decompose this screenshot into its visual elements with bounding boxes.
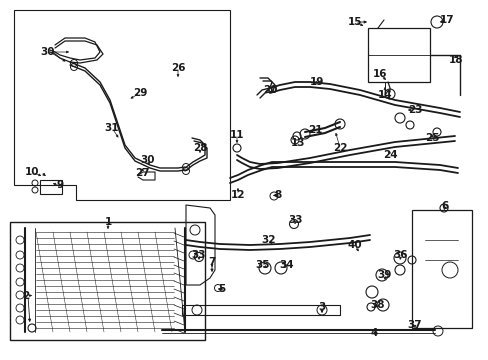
Bar: [40, 180, 62, 194]
Text: 21: 21: [307, 125, 322, 135]
Text: 17: 17: [439, 15, 453, 25]
Text: 39: 39: [377, 270, 391, 280]
Text: 31: 31: [104, 123, 119, 133]
Text: 24: 24: [382, 150, 397, 160]
Text: 28: 28: [192, 143, 207, 153]
Text: 5: 5: [218, 284, 225, 294]
Text: 1: 1: [104, 217, 111, 227]
Text: 26: 26: [170, 63, 185, 73]
Text: 34: 34: [279, 260, 294, 270]
Text: 3: 3: [318, 302, 325, 312]
Text: 25: 25: [424, 133, 438, 143]
Text: 33: 33: [191, 250, 206, 260]
Text: 13: 13: [290, 138, 305, 148]
Text: 35: 35: [255, 260, 270, 270]
Text: 30: 30: [41, 47, 55, 57]
Text: 15: 15: [347, 17, 362, 27]
Text: 20: 20: [262, 85, 277, 95]
Text: 4: 4: [369, 328, 377, 338]
Text: 23: 23: [407, 105, 421, 115]
Text: 7: 7: [208, 257, 215, 267]
Text: 18: 18: [448, 55, 462, 65]
Text: 2: 2: [22, 291, 30, 301]
Text: 29: 29: [133, 88, 147, 98]
Text: 32: 32: [261, 235, 276, 245]
Text: 10: 10: [25, 167, 39, 177]
Text: 8: 8: [274, 190, 281, 200]
Text: 36: 36: [393, 250, 407, 260]
Text: 33: 33: [288, 215, 303, 225]
Text: 38: 38: [370, 300, 385, 310]
Bar: [10, 222, 204, 340]
Circle shape: [432, 326, 442, 336]
Text: 37: 37: [407, 320, 422, 330]
Text: 11: 11: [229, 130, 244, 140]
Text: 12: 12: [230, 190, 245, 200]
Text: 19: 19: [309, 77, 324, 87]
Text: 30: 30: [141, 155, 155, 165]
Text: 40: 40: [347, 240, 362, 250]
Text: 9: 9: [56, 180, 63, 190]
Text: 14: 14: [377, 90, 391, 100]
Text: 16: 16: [372, 69, 386, 79]
Text: 27: 27: [134, 168, 149, 178]
Text: 22: 22: [332, 143, 346, 153]
Text: 6: 6: [441, 201, 447, 211]
